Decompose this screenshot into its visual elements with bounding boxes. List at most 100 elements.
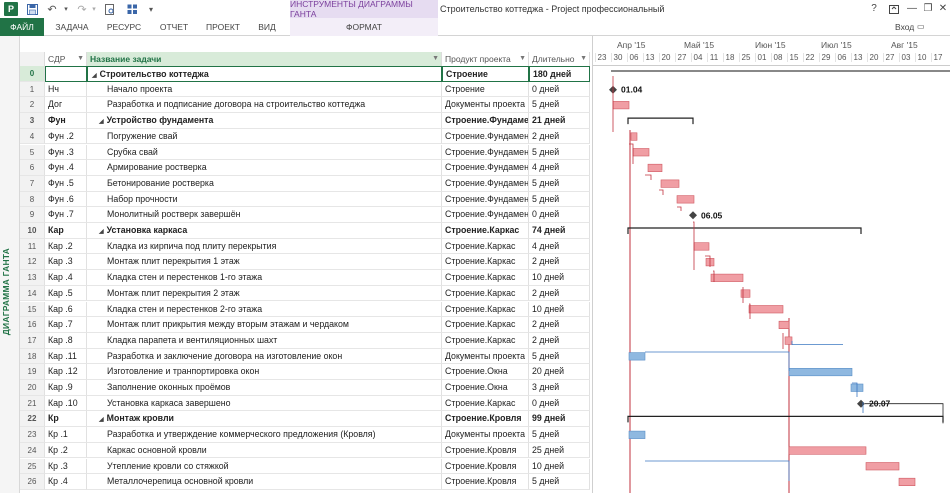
account-icon[interactable]: ▭ <box>917 22 925 31</box>
product-cell[interactable]: Строение.Фундамент <box>442 113 529 129</box>
task-name-cell[interactable]: Монтаж плит прикрытия между вторым этажа… <box>87 317 442 333</box>
task-name-cell[interactable]: Металлочерепица основной кровли <box>87 474 442 490</box>
table-row[interactable]: 24 Кр .2 Каркас основной кровли Строение.Кр… <box>20 442 590 459</box>
row-id-cell[interactable]: 11 <box>20 238 45 255</box>
row-id-cell[interactable]: 10 <box>20 223 45 239</box>
table-row[interactable]: 7 Фун .5 Бетонирование ростверка Строение.Ф… <box>20 175 590 192</box>
duration-cell[interactable]: 5 дней <box>529 191 590 208</box>
task-name-cell[interactable]: Начало проекта <box>87 81 442 98</box>
task-bar[interactable] <box>630 132 638 141</box>
duration-cell[interactable]: 2 дней <box>529 254 590 271</box>
product-cell[interactable]: Строение.Фундамент <box>442 160 529 176</box>
table-row[interactable]: 17 Кар .8 Кладка парапета и вентиляционных… <box>20 332 590 349</box>
dependency-link[interactable] <box>645 460 790 481</box>
ribbon-display-options-icon[interactable] <box>886 0 902 18</box>
task-bar[interactable] <box>865 462 900 471</box>
chevron-down-icon[interactable]: ▼ <box>77 55 84 62</box>
select-all-corner[interactable] <box>20 52 45 66</box>
touch-mode-icon[interactable] <box>126 2 138 16</box>
table-row[interactable]: 3 Фун ◢ Устройство фундамента Строение.Фунда… <box>20 113 590 129</box>
table-row[interactable]: 10 Кар ◢ Установка каркаса Строение.Каркас 74… <box>20 223 590 239</box>
task-bar[interactable] <box>740 289 751 298</box>
sdr-cell[interactable]: Кар .4 <box>45 270 87 286</box>
product-cell[interactable]: Строение <box>442 66 529 82</box>
duration-cell[interactable]: 25 дней <box>529 442 590 459</box>
task-bar[interactable] <box>898 477 916 487</box>
task-name-cell[interactable]: Армирование ростверка <box>87 160 442 176</box>
dependency-link[interactable] <box>865 403 944 424</box>
row-id-cell[interactable]: 20 <box>20 380 45 396</box>
chevron-down-icon[interactable]: ▼ <box>432 55 439 62</box>
milestone-diamond[interactable] <box>857 399 865 408</box>
dependency-link[interactable] <box>852 382 858 397</box>
task-bar[interactable] <box>628 430 646 439</box>
row-id-cell[interactable]: 18 <box>20 348 45 365</box>
dependency-link[interactable] <box>749 303 751 319</box>
task-name-cell[interactable]: Монтаж плит перекрытия 2 этаж <box>87 285 442 302</box>
table-row[interactable]: 5 Фун .3 Срубка свай Строение.Фундамент 5 дн… <box>20 144 590 161</box>
dependency-link[interactable] <box>645 351 790 371</box>
task-bar[interactable] <box>628 352 646 361</box>
sign-in-link[interactable]: Вход <box>895 22 915 32</box>
row-id-cell[interactable]: 21 <box>20 395 45 412</box>
row-id-cell[interactable]: 5 <box>20 144 45 161</box>
product-cell[interactable]: Строение.Каркас <box>442 254 529 271</box>
product-cell[interactable]: Документы проекта <box>442 348 529 365</box>
row-id-cell[interactable]: 0 <box>20 66 45 82</box>
row-id-cell[interactable]: 14 <box>20 285 45 302</box>
duration-cell[interactable]: 5 дней <box>529 144 590 161</box>
product-cell[interactable]: Строение.Фундамент <box>442 191 529 208</box>
row-id-cell[interactable]: 12 <box>20 254 45 271</box>
row-id-cell[interactable]: 15 <box>20 301 45 318</box>
task-name-cell[interactable]: Заполнение оконных проёмов <box>87 380 442 396</box>
task-name-cell[interactable]: ◢ Устройство фундамента <box>87 113 442 129</box>
duration-cell[interactable]: 21 дней <box>529 113 590 129</box>
sdr-cell[interactable]: Фун .6 <box>45 191 87 208</box>
table-row[interactable]: 20 Кар .9 Заполнение оконных проёмов Строен… <box>20 380 590 396</box>
task-name-cell[interactable]: ◢ Установка каркаса <box>87 223 442 239</box>
table-row[interactable]: 26 Кр .4 Металлочерепица основной кровли Ст… <box>20 474 590 490</box>
dependency-link[interactable] <box>659 189 664 195</box>
sdr-cell[interactable]: Кар .7 <box>45 317 87 333</box>
table-row[interactable]: 11 Кар .2 Кладка из кирпича под плиту пере… <box>20 238 590 255</box>
product-cell[interactable]: Документы проекта <box>442 97 529 114</box>
duration-cell[interactable]: 2 дней <box>529 332 590 349</box>
product-cell[interactable]: Строение.Каркас <box>442 238 529 255</box>
task-bar[interactable] <box>612 101 630 110</box>
table-row[interactable]: 14 Кар .5 Монтаж плит перекрытия 2 этаж Стр… <box>20 285 590 302</box>
table-row[interactable]: 4 Фун .2 Погружение свай Строение.Фундамент… <box>20 128 590 145</box>
product-cell[interactable]: Строение.Каркас <box>442 223 529 239</box>
duration-cell[interactable]: 0 дней <box>529 207 590 223</box>
product-cell[interactable]: Строение.Кровля <box>442 458 529 475</box>
chevron-down-icon[interactable]: ▼ <box>519 55 526 62</box>
collapse-triangle-icon[interactable]: ◢ <box>92 73 97 79</box>
sdr-cell[interactable]: Кар .8 <box>45 332 87 349</box>
project-summary-bar[interactable] <box>611 70 950 72</box>
help-button[interactable]: ? <box>871 3 877 14</box>
view-label[interactable]: ДИАГРАММА ГАНТА <box>1 248 11 336</box>
duration-cell[interactable]: 0 дней <box>529 395 590 412</box>
sdr-cell[interactable]: Кр .3 <box>45 458 87 475</box>
summary-bar[interactable] <box>627 415 944 423</box>
chevron-down-icon[interactable]: ▼ <box>580 55 587 62</box>
row-id-cell[interactable]: 8 <box>20 191 45 208</box>
row-id-cell[interactable]: 16 <box>20 317 45 333</box>
task-name-cell[interactable]: Кладка парапета и вентиляционных шахт <box>87 332 442 349</box>
row-id-cell[interactable]: 1 <box>20 81 45 98</box>
dependency-link[interactable] <box>645 174 652 180</box>
table-row[interactable]: 25 Кр .3 Утепление кровли со стяжкой Строен… <box>20 458 590 475</box>
product-cell[interactable]: Строение.Кровля <box>442 474 529 490</box>
task-name-cell[interactable]: Утепление кровли со стяжкой <box>87 458 442 475</box>
product-cell[interactable]: Строение <box>442 81 529 98</box>
column-header-duration[interactable]: Длительно ▼ <box>529 52 590 66</box>
row-id-cell[interactable]: 25 <box>20 458 45 475</box>
product-cell[interactable]: Строение.Каркас <box>442 270 529 286</box>
table-row[interactable]: 15 Кар .6 Кладка стен и перестенков 2-го э… <box>20 301 590 318</box>
sdr-cell[interactable]: Фун .4 <box>45 160 87 176</box>
product-cell[interactable]: Строение.Окна <box>442 364 529 380</box>
task-bar[interactable] <box>788 446 867 455</box>
row-id-cell[interactable]: 24 <box>20 442 45 459</box>
sdr-cell[interactable]: Кр <box>45 411 87 428</box>
sdr-cell[interactable]: Фун <box>45 113 87 129</box>
customize-quick-access-icon[interactable]: ▾ <box>148 4 153 14</box>
